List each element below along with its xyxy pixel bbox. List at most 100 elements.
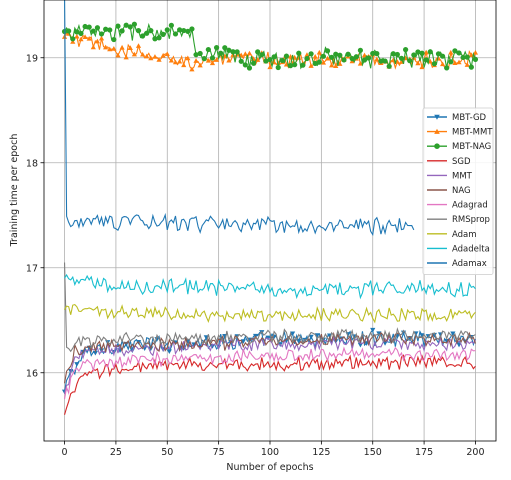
data-point <box>308 334 314 340</box>
data-point <box>111 46 117 51</box>
legend-label: NAG <box>452 186 471 196</box>
series-nag <box>64 331 476 384</box>
data-point <box>464 54 470 60</box>
data-point <box>148 28 154 34</box>
data-point <box>144 53 150 59</box>
data-point <box>456 59 462 65</box>
data-point <box>448 49 454 55</box>
data-point <box>450 331 456 337</box>
data-point <box>452 60 458 65</box>
x-tick-label: 25 <box>110 447 122 458</box>
data-point <box>456 50 462 56</box>
data-point <box>275 64 281 71</box>
data-point <box>448 59 454 65</box>
data-point <box>193 58 199 63</box>
data-point <box>218 50 224 56</box>
data-point <box>361 57 368 63</box>
series-mbt-nag <box>61 21 479 71</box>
series-line-adam <box>64 303 476 324</box>
y-axis-label: Training time per epoch <box>9 134 20 248</box>
legend-item-mbt-gd: MBT-GD <box>427 113 487 123</box>
series-adam <box>64 303 476 324</box>
data-point <box>209 55 216 61</box>
data-point <box>172 31 179 37</box>
data-point <box>201 56 207 62</box>
data-point <box>168 22 174 28</box>
data-point <box>370 50 376 57</box>
legend-label: Adagrad <box>452 201 488 211</box>
legend-item-mmt: MMT <box>427 171 473 181</box>
data-point <box>308 51 314 57</box>
data-point <box>390 51 396 57</box>
legend-item-nag: NAG <box>427 186 471 196</box>
data-point <box>290 331 296 337</box>
data-point <box>407 58 413 64</box>
data-point <box>123 54 129 60</box>
legend-label: Adam <box>452 230 477 240</box>
data-point <box>185 28 191 34</box>
data-point <box>70 36 76 42</box>
legend-label: SGD <box>452 157 471 167</box>
data-point <box>398 55 405 61</box>
data-point <box>185 55 191 61</box>
data-point <box>135 43 142 48</box>
data-point <box>423 57 429 63</box>
data-point <box>427 49 433 55</box>
data-point <box>177 27 183 33</box>
data-point <box>333 51 339 57</box>
data-point <box>127 24 133 30</box>
series-line-adagrad <box>64 346 476 400</box>
data-point <box>164 51 170 57</box>
data-point <box>107 46 113 52</box>
data-point <box>296 339 302 344</box>
data-point <box>127 45 133 50</box>
data-point <box>250 60 257 66</box>
data-point <box>304 55 310 62</box>
data-point <box>238 58 244 64</box>
data-point <box>444 65 450 71</box>
data-point <box>168 57 174 63</box>
data-point <box>98 31 105 37</box>
data-point <box>152 54 158 59</box>
data-point <box>123 22 129 28</box>
data-point <box>246 65 253 71</box>
legend-label: Adadelta <box>452 244 490 254</box>
y-tick-label: 17 <box>26 263 38 274</box>
data-point <box>103 26 109 32</box>
data-point <box>267 56 273 63</box>
x-tick-label: 175 <box>415 447 433 458</box>
legend-item-adam: Adam <box>427 230 477 240</box>
data-point <box>144 30 150 36</box>
data-point <box>324 55 331 61</box>
data-point <box>86 24 92 30</box>
data-point <box>197 50 203 57</box>
data-point <box>283 53 290 59</box>
data-point <box>131 51 137 57</box>
data-point <box>370 327 376 333</box>
data-point <box>226 57 232 63</box>
data-point <box>156 57 162 62</box>
y-tick-label: 19 <box>26 53 38 64</box>
ticks: 0 25 50 75 100 125 150 175 200 16 17 18 19 <box>26 53 485 458</box>
data-point <box>361 52 368 58</box>
legend-item-adamax: Adamax <box>427 259 487 269</box>
data-point <box>240 339 246 344</box>
data-point <box>439 61 446 67</box>
data-point <box>135 28 142 34</box>
data-point <box>419 64 425 70</box>
legend-label: Adamax <box>452 259 487 269</box>
legend-item-sgd: SGD <box>427 157 471 167</box>
data-point <box>345 51 351 57</box>
data-point <box>78 36 84 42</box>
data-point <box>452 48 458 54</box>
data-point <box>213 45 220 51</box>
data-point <box>349 56 355 62</box>
data-point <box>255 49 261 55</box>
data-point <box>98 35 105 41</box>
data-point <box>263 58 269 64</box>
data-point <box>92 350 98 356</box>
data-point <box>394 51 400 58</box>
legend-box <box>422 107 494 276</box>
